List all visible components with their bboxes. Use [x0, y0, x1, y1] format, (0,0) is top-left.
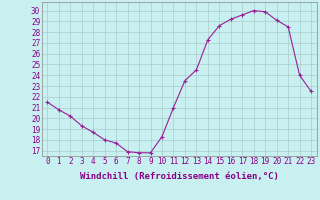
X-axis label: Windchill (Refroidissement éolien,°C): Windchill (Refroidissement éolien,°C)	[80, 172, 279, 181]
